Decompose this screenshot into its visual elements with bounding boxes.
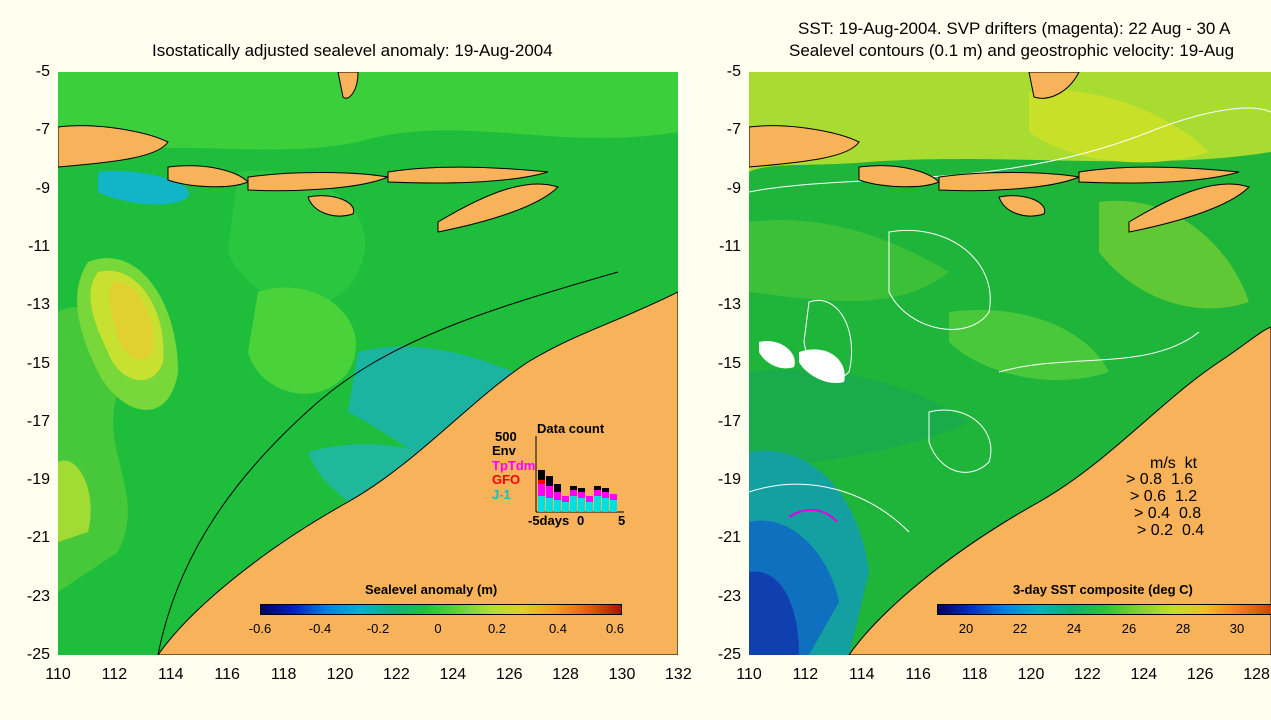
right-y-tick-label: -25	[717, 646, 741, 663]
inset-bar-chart	[535, 436, 624, 513]
speed-kt-4: 0.4	[1181, 522, 1205, 539]
right-map-title-line2: Sealevel contours (0.1 m) and geostrophi…	[789, 41, 1235, 60]
inset-xlabel-start: -5days	[528, 513, 570, 528]
right-x-tick-label: 114	[849, 666, 875, 683]
left-x-tick-label: 124	[439, 666, 467, 683]
left-cb-label-6: 0.4	[548, 621, 568, 636]
left-y-tick-label: -23	[26, 587, 50, 605]
left-x-tick-label: 114	[158, 666, 184, 683]
right-x-tick-label: 124	[1130, 666, 1158, 683]
right-cb-label-6: 30	[1229, 621, 1245, 636]
inset-legend-gfo: GFO	[492, 472, 521, 487]
left-map-title: Isostatically adjusted sealevel anomaly:…	[152, 41, 553, 60]
inset-xlabel-end: 5	[618, 513, 626, 528]
right-sst-map	[749, 72, 1271, 655]
speed-ms-1: 0.8	[1139, 471, 1163, 488]
left-cb-label-4: 0	[434, 621, 442, 636]
speed-legend-row-3: > 0.4 0.8	[1134, 505, 1202, 522]
speed-ms-4: 0.2	[1150, 522, 1174, 539]
left-y-tick-label: -13	[26, 296, 50, 314]
right-x-tick-label: 128	[1243, 666, 1270, 683]
right-cb-label-4: 26	[1121, 621, 1137, 636]
right-x-tick-label: 110	[736, 666, 762, 683]
left-y-tick-label: -19	[26, 471, 50, 489]
speed-kt-2: 1.2	[1174, 488, 1198, 505]
right-y-tick-label: -5	[726, 63, 741, 80]
speed-legend-header: m/s kt	[1150, 455, 1197, 473]
right-y-tick-label: -21	[717, 529, 741, 547]
left-y-tick-label: -25	[26, 646, 50, 663]
inset-scale: 500	[495, 429, 517, 444]
right-x-tick-label: 122	[1074, 666, 1101, 683]
right-x-tick-label: 116	[905, 666, 931, 683]
speed-legend-row-4: > 0.2 0.4	[1137, 522, 1205, 539]
right-x-tick-label: 120	[1017, 666, 1045, 683]
right-x-tick-label: 126	[1186, 666, 1214, 683]
left-x-tick-label: 118	[270, 666, 297, 683]
inset-xlabel-zero: 0	[577, 513, 585, 528]
left-cb-label-1: -0.6	[248, 621, 272, 636]
left-x-tick-label: 130	[608, 666, 636, 683]
right-cb-label-2: 22	[1012, 621, 1028, 636]
speed-ms-3: 0.4	[1147, 505, 1171, 522]
right-colorbar	[937, 604, 1271, 615]
right-cb-label-3: 24	[1066, 621, 1082, 636]
left-cb-label-3: -0.2	[366, 621, 390, 636]
speed-legend-unit-kt: kt	[1184, 455, 1198, 472]
left-y-tick-label: -9	[35, 179, 50, 197]
speed-kt-3: 0.8	[1178, 505, 1202, 522]
right-y-tick-label: -15	[717, 354, 741, 372]
speed-legend-unit-ms: m/s	[1150, 455, 1176, 472]
left-x-tick-label: 112	[101, 666, 128, 683]
right-colorbar-title: 3-day SST composite (deg C)	[1013, 582, 1193, 597]
left-x-tick-label: 122	[383, 666, 410, 683]
right-x-tick-label: 112	[792, 666, 819, 683]
right-y-tick-label: -7	[726, 121, 741, 139]
right-map-title-line1: SST: 19-Aug-2004. SVP drifters (magenta)…	[798, 19, 1231, 38]
left-cb-label-5: 0.2	[487, 621, 507, 636]
speed-legend-row-2: > 0.6 1.2	[1130, 488, 1198, 505]
inset-legend-tptdm: TpTdm	[492, 458, 536, 473]
right-cb-label-5: 28	[1175, 621, 1191, 636]
left-x-tick-label: 120	[326, 666, 354, 683]
left-y-tick-label: -17	[26, 412, 50, 430]
left-x-tick-label: 110	[45, 666, 71, 683]
left-colorbar	[260, 604, 622, 615]
right-y-tick-label: -13	[717, 296, 741, 314]
inset-title: Data count	[537, 421, 605, 436]
left-y-tick-label: -11	[28, 237, 50, 255]
right-y-tick-label: -17	[717, 412, 741, 430]
right-cb-label-1: 20	[958, 621, 974, 636]
left-sealevel-map	[58, 72, 678, 655]
left-cb-label-7: 0.6	[605, 621, 625, 636]
left-y-tick-label: -21	[26, 529, 50, 547]
left-x-tick-label: 116	[214, 666, 240, 683]
inset-legend-env: Env	[492, 443, 516, 458]
speed-kt-1: 1.6	[1170, 471, 1194, 488]
left-y-tick-label: -5	[35, 63, 50, 80]
right-y-tick-label: -23	[717, 587, 741, 605]
left-colorbar-title: Sealevel anomaly (m)	[365, 582, 498, 597]
left-x-tick-label: 126	[495, 666, 523, 683]
inset-legend-j1: J-1	[492, 487, 511, 502]
right-y-tick-label: -19	[717, 471, 741, 489]
right-y-tick-label: -9	[726, 179, 741, 197]
left-x-tick-label: 128	[552, 666, 579, 683]
left-y-tick-label: -7	[35, 121, 50, 139]
right-y-tick-label: -11	[719, 237, 741, 255]
left-y-tick-label: -15	[26, 354, 50, 372]
speed-ms-2: 0.6	[1143, 488, 1167, 505]
left-cb-label-2: -0.4	[308, 621, 332, 636]
left-x-tick-label: 132	[665, 666, 692, 683]
speed-legend-row-1: > 0.8 1.6	[1126, 471, 1194, 488]
right-x-tick-label: 118	[961, 666, 988, 683]
